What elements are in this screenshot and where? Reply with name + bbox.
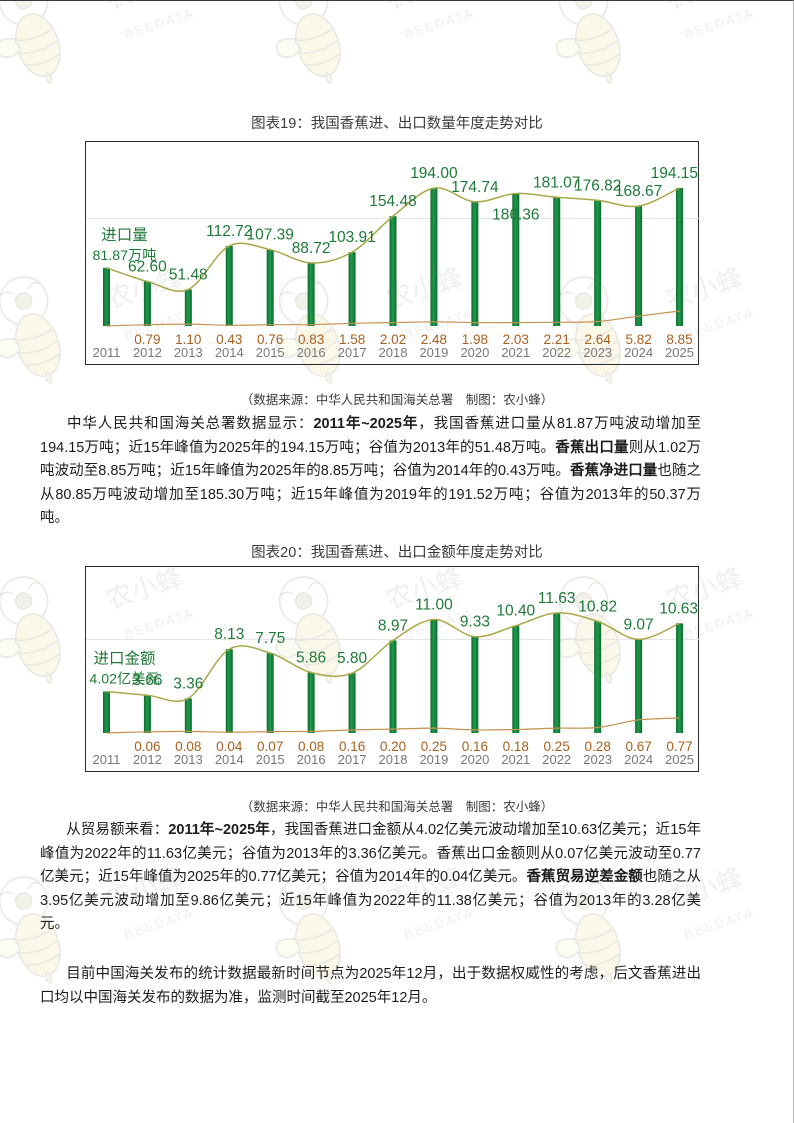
svg-text:10.40: 10.40 [496, 603, 535, 620]
svg-text:5.80: 5.80 [337, 650, 368, 667]
svg-text:2015: 2015 [256, 752, 285, 767]
svg-text:2019: 2019 [419, 752, 448, 767]
svg-text:2018: 2018 [379, 752, 408, 767]
svg-text:9.33: 9.33 [460, 614, 490, 631]
svg-text:8.13: 8.13 [214, 626, 244, 643]
svg-text:2012: 2012 [133, 345, 162, 360]
svg-text:194.15: 194.15 [651, 165, 698, 182]
svg-text:107.39: 107.39 [246, 227, 293, 244]
svg-text:5.86: 5.86 [296, 650, 326, 667]
svg-text:2011: 2011 [93, 752, 121, 767]
svg-text:88.72: 88.72 [292, 240, 331, 257]
svg-text:进口金额: 进口金额 [93, 650, 156, 668]
svg-text:9.07: 9.07 [624, 616, 654, 633]
svg-text:2021: 2021 [501, 752, 530, 767]
svg-text:2024: 2024 [624, 345, 653, 360]
svg-text:2022: 2022 [542, 752, 571, 767]
svg-text:8.97: 8.97 [378, 617, 408, 634]
svg-text:10.63: 10.63 [659, 600, 698, 617]
svg-text:103.91: 103.91 [328, 229, 375, 246]
svg-text:2021: 2021 [501, 345, 530, 360]
svg-text:174.74: 174.74 [451, 179, 499, 196]
svg-text:112.72: 112.72 [206, 223, 252, 240]
svg-text:2024: 2024 [624, 752, 653, 767]
svg-text:2014: 2014 [215, 752, 244, 767]
svg-text:7.75: 7.75 [255, 630, 285, 647]
svg-text:168.67: 168.67 [615, 183, 662, 200]
svg-text:154.48: 154.48 [369, 193, 416, 210]
svg-text:2022: 2022 [542, 345, 571, 360]
svg-text:2016: 2016 [297, 345, 326, 360]
svg-text:2015: 2015 [256, 345, 285, 360]
svg-text:2023: 2023 [583, 752, 612, 767]
svg-text:186.36: 186.36 [492, 207, 539, 224]
svg-text:11.63: 11.63 [538, 590, 576, 607]
svg-text:10.82: 10.82 [578, 598, 617, 615]
svg-text:51.48: 51.48 [169, 266, 208, 283]
svg-text:2012: 2012 [133, 752, 162, 767]
svg-text:2013: 2013 [174, 752, 203, 767]
svg-text:4.02亿美元: 4.02亿美元 [89, 672, 159, 688]
svg-text:2016: 2016 [297, 752, 326, 767]
svg-text:2025: 2025 [665, 752, 694, 767]
svg-text:2025: 2025 [665, 345, 694, 360]
svg-text:进口量: 进口量 [101, 226, 148, 244]
svg-text:2011: 2011 [93, 345, 121, 360]
svg-text:2017: 2017 [338, 752, 367, 767]
svg-text:2018: 2018 [379, 345, 408, 360]
svg-text:2020: 2020 [460, 345, 489, 360]
svg-text:3.36: 3.36 [173, 675, 203, 692]
svg-text:2019: 2019 [419, 345, 448, 360]
svg-text:2014: 2014 [215, 345, 244, 360]
svg-text:11.00: 11.00 [415, 597, 453, 614]
svg-text:2023: 2023 [583, 345, 612, 360]
svg-text:2017: 2017 [338, 345, 367, 360]
svg-text:81.87万吨: 81.87万吨 [93, 248, 157, 264]
svg-text:2020: 2020 [460, 752, 489, 767]
svg-text:2013: 2013 [174, 345, 203, 360]
